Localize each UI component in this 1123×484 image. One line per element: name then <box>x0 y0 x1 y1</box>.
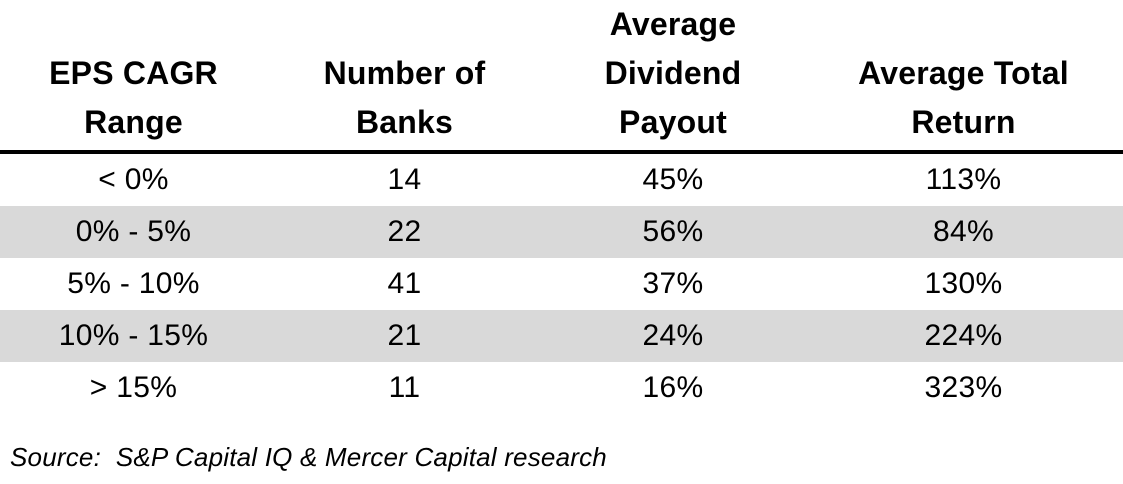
column-header-number-of-banks: Number of Banks <box>267 0 542 154</box>
table-row: 0% - 5% 22 56% 84% <box>0 206 1123 258</box>
data-table-container: EPS CAGR Range Number of Banks Average D… <box>0 0 1123 414</box>
table-cell: 24% <box>542 310 804 362</box>
table-header: EPS CAGR Range Number of Banks Average D… <box>0 0 1123 154</box>
table-cell: 56% <box>542 206 804 258</box>
column-header-average-dividend-payout: Average Dividend Payout <box>542 0 804 154</box>
table-cell: 0% - 5% <box>0 206 267 258</box>
table-cell: 84% <box>804 206 1123 258</box>
table-body: < 0% 14 45% 113% 0% - 5% 22 56% 84% 5% -… <box>0 152 1123 414</box>
table-cell: 113% <box>925 163 1002 196</box>
table-cell: 45% <box>642 163 704 196</box>
table-cell: < 0% <box>98 163 169 196</box>
source-note: Source: S&P Capital IQ & Mercer Capital … <box>10 442 607 472</box>
column-header-eps-cagr-range: EPS CAGR Range <box>0 0 267 154</box>
table-cell: 21 <box>267 310 542 362</box>
table-cell: 41 <box>387 267 422 300</box>
table-cell: 14 <box>387 163 422 196</box>
table-cell: 5% - 10% <box>67 267 200 300</box>
table-cell: 323% <box>924 371 1003 404</box>
table-row: 10% - 15% 21 24% 224% <box>0 310 1123 362</box>
eps-cagr-table: EPS CAGR Range Number of Banks Average D… <box>0 0 1123 414</box>
table-cell: 11 <box>388 371 421 404</box>
table-cell: > 15% <box>89 371 178 404</box>
column-header-average-total-return: Average Total Return <box>804 0 1123 154</box>
table-row: < 0% 14 45% 113% <box>0 152 1123 206</box>
table-row: 5% - 10% 41 37% 130% <box>0 258 1123 310</box>
table-cell: 16% <box>642 371 704 404</box>
header-row: EPS CAGR Range Number of Banks Average D… <box>0 0 1123 154</box>
table-cell: 130% <box>924 267 1003 300</box>
table-cell: 37% <box>642 267 704 300</box>
table-cell: 10% - 15% <box>0 310 267 362</box>
table-cell: 22 <box>267 206 542 258</box>
table-row: > 15% 11 16% 323% <box>0 362 1123 414</box>
table-cell: 224% <box>804 310 1123 362</box>
